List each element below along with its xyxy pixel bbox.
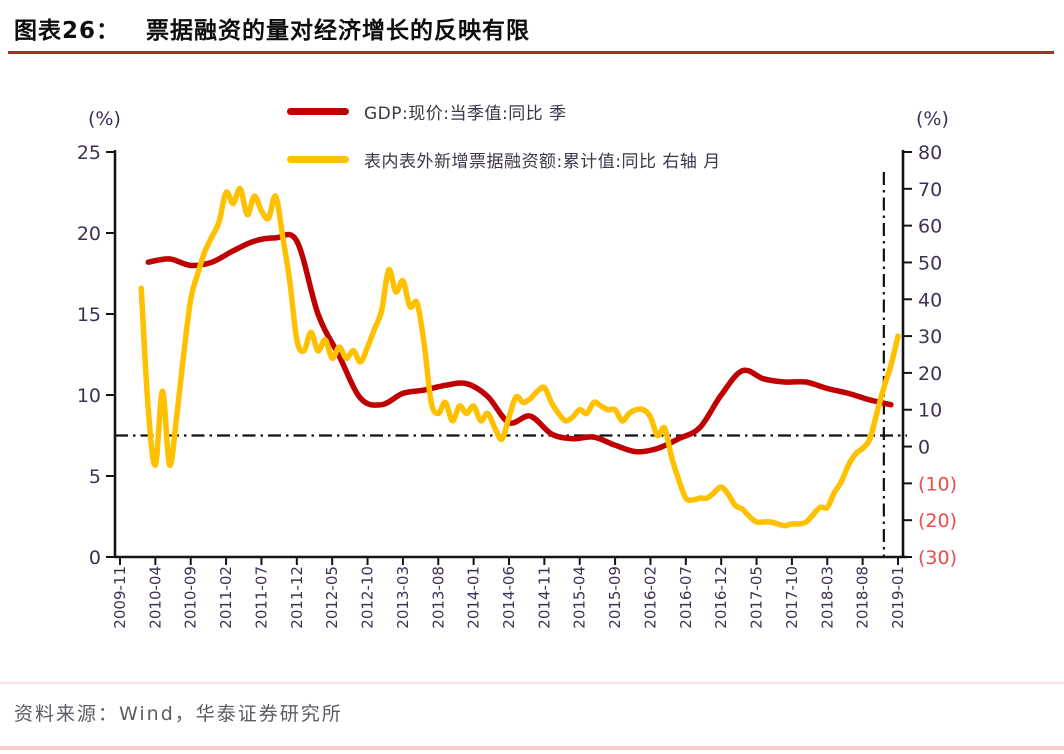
x-tick-label: 2018-08: [854, 566, 872, 629]
x-tick-label: 2011-02: [217, 566, 235, 629]
x-tick-label: 2015-04: [571, 566, 589, 629]
right-axis-unit: (%): [916, 108, 949, 130]
chart-number-label: 图表26：: [14, 18, 121, 44]
right-tick-label: 70: [918, 179, 942, 201]
x-tick-label: 2012-10: [359, 566, 377, 629]
x-tick-label: 2017-05: [748, 566, 766, 629]
page-title: 票据融资的量对经济增长的反映有限: [146, 18, 531, 44]
gdp-line-swatch-icon: [287, 108, 349, 115]
x-tick-label: 2011-07: [252, 566, 270, 629]
bill-line-swatch-icon: [287, 156, 349, 163]
x-tick-label: 2010-04: [146, 566, 164, 629]
x-tick-label: 2011-12: [288, 566, 306, 629]
legend-item-bill-financing: 表内表外新增票据融资额:累计值:同比 右轴 月: [287, 147, 721, 172]
bill-financing-line: [138, 186, 901, 529]
right-tick-label: 20: [918, 363, 942, 385]
x-tick-label: 2014-06: [500, 566, 518, 629]
right-tick-label: 10: [918, 400, 942, 422]
right-tick-label: 40: [918, 289, 942, 311]
x-tick-label: 2016-07: [677, 566, 695, 629]
x-tick-label: 2012-05: [323, 566, 341, 629]
x-tick-label: 2017-10: [783, 566, 801, 629]
right-tick-label: 50: [918, 252, 942, 274]
x-tick-label: 2019-01: [889, 566, 907, 629]
right-tick-label: (30): [918, 547, 957, 569]
footer-divider-bottom: [0, 746, 1064, 750]
title-divider: [8, 51, 1054, 54]
x-tick-label: 2013-03: [394, 566, 412, 629]
chart-legend: GDP:现价:当季值:同比 季 表内表外新增票据融资额:累计值:同比 右轴 月: [287, 99, 721, 172]
x-tick-label: 2014-11: [535, 566, 553, 629]
x-tick-label: 2014-01: [465, 566, 483, 629]
right-tick-label: 0: [918, 437, 930, 459]
left-tick-label: 25: [77, 142, 101, 164]
right-tick-label: (20): [918, 510, 957, 532]
source-note: 资料来源：Wind，华泰证券研究所: [14, 703, 343, 725]
left-tick-label: 5: [89, 466, 101, 488]
legend-label-bill-financing: 表内表外新增票据融资额:累计值:同比 右轴 月: [364, 152, 721, 172]
gdp-line: [145, 231, 894, 455]
footer-divider-top: [0, 682, 1064, 684]
right-tick-label: 30: [918, 326, 942, 348]
right-tick-label: 80: [918, 142, 942, 164]
left-tick-label: 15: [77, 304, 101, 326]
x-tick-label: 2010-09: [182, 566, 200, 629]
x-tick-label: 2015-09: [606, 566, 624, 629]
x-tick-label: 2016-02: [641, 566, 659, 629]
legend-item-gdp: GDP:现价:当季值:同比 季: [287, 99, 721, 124]
legend-label-gdp: GDP:现价:当季值:同比 季: [364, 104, 567, 124]
left-tick-label: 10: [77, 385, 101, 407]
x-tick-label: 2018-03: [818, 566, 836, 629]
left-axis-unit: (%): [88, 108, 121, 130]
x-tick-label: 2009-11: [111, 566, 129, 629]
x-tick-label: 2013-08: [429, 566, 447, 629]
right-tick-label: (10): [918, 473, 957, 495]
chart-title-row: 图表26： 票据融资的量对经济增长的反映有限: [14, 11, 530, 45]
right-tick-label: 60: [918, 216, 942, 238]
x-tick-label: 2016-12: [712, 566, 730, 629]
left-tick-label: 0: [89, 547, 101, 569]
left-tick-label: 20: [77, 223, 101, 245]
